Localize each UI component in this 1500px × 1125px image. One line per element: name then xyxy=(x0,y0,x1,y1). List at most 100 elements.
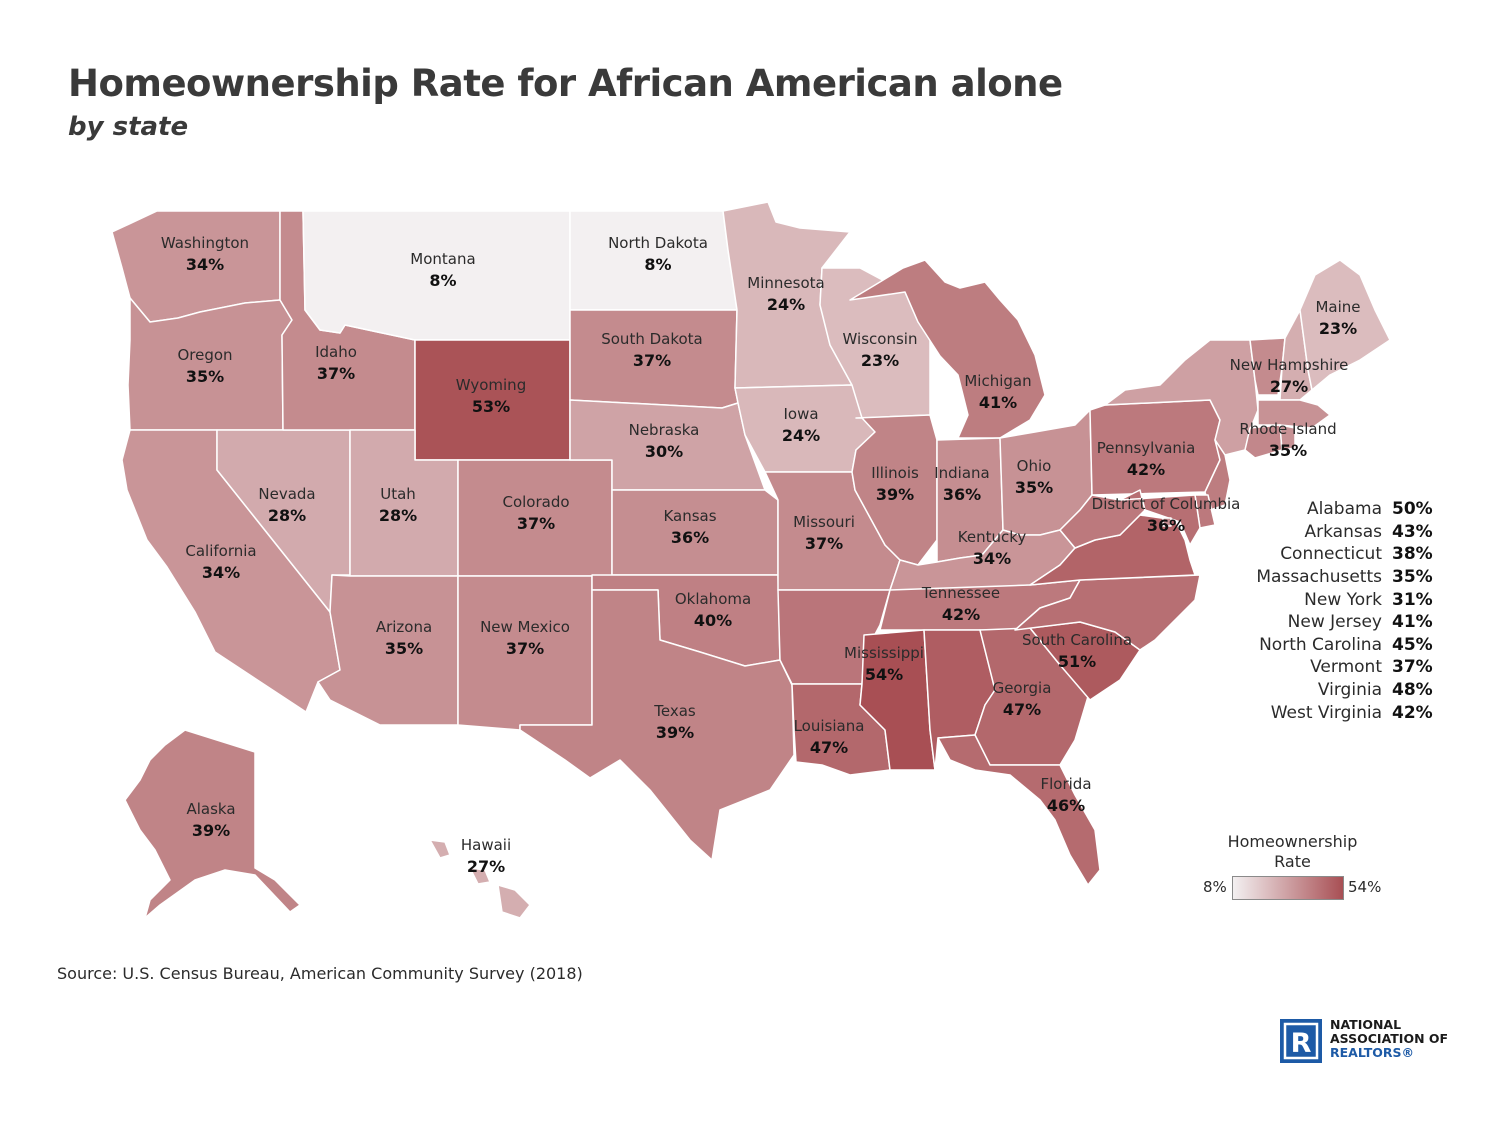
list-item-name: West Virginia xyxy=(1270,702,1382,723)
state-mi xyxy=(849,259,1046,439)
state-name-pa: Pennsylvania xyxy=(1097,439,1196,457)
state-value-oh: 35% xyxy=(1015,478,1053,497)
state-name-ok: Oklahoma xyxy=(675,590,751,608)
state-value-tn: 42% xyxy=(942,605,980,624)
state-name-wa: Washington xyxy=(161,234,249,252)
small-state-list: Alabama 50% Arkansas 43% Connecticut 38% Ma… xyxy=(1230,498,1433,724)
list-item: North Carolina 45% xyxy=(1230,634,1433,657)
state-value-tx: 39% xyxy=(656,723,694,742)
list-item-value: 48% xyxy=(1392,680,1433,701)
map-subtitle: by state xyxy=(68,112,189,142)
state-name-ut: Utah xyxy=(380,485,416,503)
list-item: New York 31% xyxy=(1230,588,1433,611)
logo-line-1: NATIONAL xyxy=(1330,1017,1402,1032)
state-value-ca: 34% xyxy=(202,563,240,582)
state-value-me: 23% xyxy=(1319,319,1357,338)
list-item-name: Alabama xyxy=(1307,499,1382,520)
state-name-hi: Hawaii xyxy=(461,836,511,854)
list-item-value: 31% xyxy=(1392,589,1433,610)
state-name-nv: Nevada xyxy=(258,485,315,503)
state-name-nm: New Mexico xyxy=(480,618,570,636)
state-dc xyxy=(1162,517,1172,527)
legend-max-label: 54% xyxy=(1348,878,1382,896)
state-name-ri: Rhode Island xyxy=(1239,420,1336,438)
state-name-dc: District of Columbia xyxy=(1092,495,1241,513)
state-name-wi: Wisconsin xyxy=(843,330,918,348)
state-name-sc: South Carolina xyxy=(1022,631,1132,649)
state-value-ms: 54% xyxy=(865,665,903,684)
state-name-tx: Texas xyxy=(653,702,696,720)
state-fl xyxy=(937,734,1101,886)
logo-text: NATIONAL ASSOCIATION OF REALTORS® xyxy=(1330,1018,1448,1060)
legend-title: Homeownership Rate xyxy=(1227,832,1358,871)
state-name-la: Louisiana xyxy=(794,717,865,735)
list-item-name: Virginia xyxy=(1317,680,1382,701)
state-value-hi: 27% xyxy=(467,857,505,876)
state-value-or: 35% xyxy=(186,367,224,386)
state-ct xyxy=(1244,424,1283,459)
state-name-co: Colorado xyxy=(502,493,569,511)
state-va xyxy=(1029,514,1196,586)
state-value-nm: 37% xyxy=(506,639,544,658)
state-value-wa: 34% xyxy=(186,255,224,274)
list-item-name: New Jersey xyxy=(1287,612,1382,633)
state-value-nh: 27% xyxy=(1270,377,1308,396)
state-hi xyxy=(429,839,531,919)
map-title: Homeownership Rate for African American … xyxy=(68,62,1063,105)
state-value-ri: 35% xyxy=(1269,441,1307,460)
state-ri xyxy=(1279,424,1296,451)
list-item-name: Arkansas xyxy=(1304,521,1383,542)
logo-line-2: ASSOCIATION OF xyxy=(1330,1031,1449,1046)
state-name-ne: Nebraska xyxy=(629,421,700,439)
state-name-ky: Kentucky xyxy=(958,528,1027,546)
state-name-ga: Georgia xyxy=(993,679,1052,697)
state-value-sd: 37% xyxy=(633,351,671,370)
logo-mark: R xyxy=(1291,1028,1312,1059)
state-name-nd: North Dakota xyxy=(608,234,708,252)
state-name-mn: Minnesota xyxy=(747,274,824,292)
nar-logo: R NATIONAL ASSOCIATION OF REALTORS® xyxy=(1280,1018,1480,1066)
list-item: New Jersey 41% xyxy=(1230,611,1433,634)
list-item-value: 50% xyxy=(1392,499,1433,520)
state-value-la: 47% xyxy=(810,738,848,757)
state-name-tn: Tennessee xyxy=(921,584,1000,602)
state-name-ks: Kansas xyxy=(663,507,716,525)
list-item: Massachusetts 35% xyxy=(1230,566,1433,589)
state-name-mt: Montana xyxy=(410,250,475,268)
state-value-ut: 28% xyxy=(379,506,417,525)
list-item-value: 37% xyxy=(1392,657,1433,678)
state-value-id: 37% xyxy=(317,364,355,383)
state-value-mi: 41% xyxy=(979,393,1017,412)
list-item-value: 43% xyxy=(1392,521,1433,542)
state-name-az: Arizona xyxy=(376,618,432,636)
state-value-nv: 28% xyxy=(268,506,306,525)
list-item-name: Vermont xyxy=(1310,657,1382,678)
list-item-value: 35% xyxy=(1392,567,1433,588)
state-name-ia: Iowa xyxy=(783,405,818,423)
state-value-pa: 42% xyxy=(1127,460,1165,479)
state-name-id: Idaho xyxy=(315,343,357,361)
list-item-name: Connecticut xyxy=(1280,544,1382,565)
realtor-r-icon: R xyxy=(1280,1019,1322,1063)
list-item: West Virginia 42% xyxy=(1230,701,1433,724)
list-item: Virginia 48% xyxy=(1230,679,1433,702)
state-value-dc: 36% xyxy=(1147,516,1185,535)
state-value-wy: 53% xyxy=(472,397,510,416)
state-value-nd: 8% xyxy=(644,255,671,274)
state-ak xyxy=(124,729,301,919)
state-value-mn: 24% xyxy=(767,295,805,314)
list-item: Arkansas 43% xyxy=(1230,521,1433,544)
state-value-ok: 40% xyxy=(694,611,732,630)
state-md xyxy=(1119,489,1201,546)
state-value-ky: 34% xyxy=(973,549,1011,568)
state-me xyxy=(1299,259,1391,391)
state-name-ca: California xyxy=(185,542,256,560)
list-item-name: North Carolina xyxy=(1259,634,1382,655)
state-value-ia: 24% xyxy=(782,426,820,445)
state-nj xyxy=(1204,439,1231,511)
state-nc xyxy=(1014,574,1201,651)
state-name-or: Oregon xyxy=(177,346,232,364)
state-value-ks: 36% xyxy=(671,528,709,547)
state-name-ms: Mississippi xyxy=(844,644,924,662)
